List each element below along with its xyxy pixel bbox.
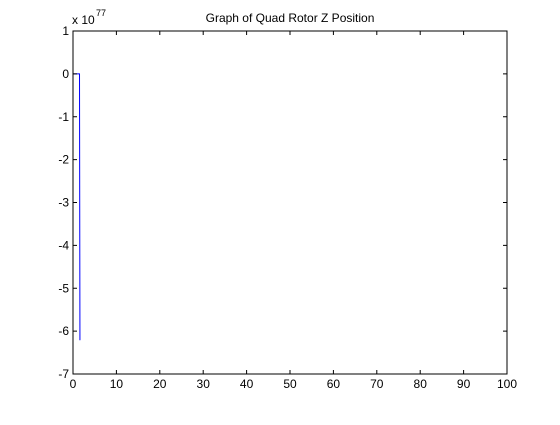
- x-tick-label-6: 60: [327, 377, 341, 391]
- y-tick-label-0: 1: [62, 24, 69, 38]
- y-exponent-power: 77: [96, 8, 106, 18]
- x-tick-label-4: 40: [240, 377, 254, 391]
- y-tick-label-3: -2: [58, 153, 69, 167]
- x-tick-label-3: 30: [197, 377, 211, 391]
- plot-area: [73, 31, 507, 374]
- y-tick-label-2: -1: [58, 110, 69, 124]
- y-exponent-base: x 10: [72, 13, 95, 27]
- x-tick-labels: 0 10 20 30 40 50 60 70 80 90 100: [70, 377, 518, 391]
- x-tick-label-0: 0: [70, 377, 77, 391]
- y-tick-label-1: 0: [62, 67, 69, 81]
- x-tick-label-5: 50: [283, 377, 297, 391]
- x-tick-label-8: 80: [414, 377, 428, 391]
- x-tick-label-10: 100: [497, 377, 517, 391]
- y-tick-label-4: -3: [58, 196, 69, 210]
- tick-layer: [72, 30, 508, 375]
- y-tick-label-7: -6: [58, 324, 69, 338]
- x-tick-label-9: 90: [457, 377, 471, 391]
- y-tick-labels: 1 0 -1 -2 -3 -4 -5 -6 -7: [58, 24, 69, 381]
- y-tick-label-8: -7: [58, 367, 69, 381]
- x-tick-label-2: 20: [153, 377, 167, 391]
- chart-title: Graph of Quad Rotor Z Position: [206, 11, 375, 25]
- y-tick-label-6: -5: [58, 281, 69, 295]
- y-tick-label-5: -4: [58, 238, 69, 252]
- x-tick-label-7: 70: [370, 377, 384, 391]
- x-tick-label-1: 10: [110, 377, 124, 391]
